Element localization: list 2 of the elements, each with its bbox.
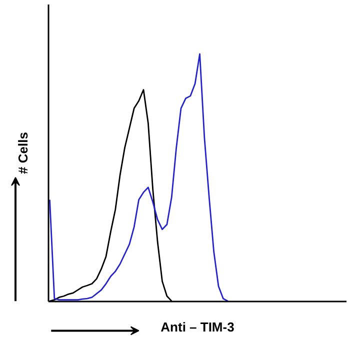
y-axis-title: # Cells (16, 132, 30, 174)
x-axis-title: Anti – TIM-3 (160, 320, 234, 334)
